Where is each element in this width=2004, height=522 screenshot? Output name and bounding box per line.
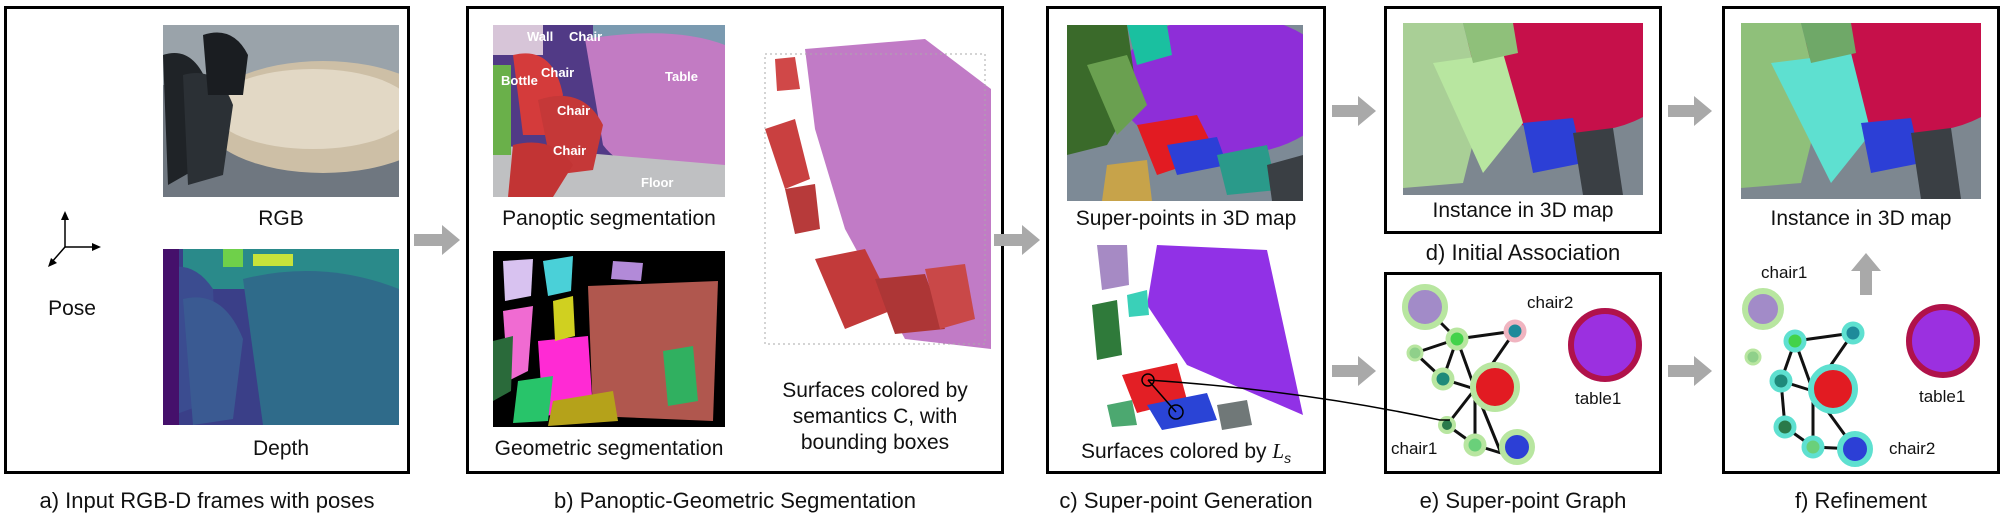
arrow-a-to-b-icon <box>414 225 460 255</box>
surfaces-ls-sub: s <box>1284 450 1292 467</box>
refined-node-small-a <box>1744 348 1762 366</box>
seg-label-chair-mid2: Chair <box>557 103 591 118</box>
graph-label-chair1: chair1 <box>1391 439 1438 458</box>
arrow-d-to-f-icon <box>1668 96 1712 126</box>
graph-node-chair-lilac <box>1402 284 1448 330</box>
graph-node-pink <box>1503 319 1527 343</box>
panel-input-rgbd: RGB Depth Pose <box>4 6 410 474</box>
instance-3d-map-label-f: Instance in 3D map <box>1770 207 1952 230</box>
seg-label-chair-low: Chair <box>553 143 587 158</box>
graph-node-small-3 <box>1431 367 1455 391</box>
arrow-up-icon <box>1851 253 1881 295</box>
superpoints-3d-map-label: Super-points in 3D map <box>1075 207 1297 230</box>
superpoints-3d-map-image <box>1067 25 1303 201</box>
graph-node-small-1 <box>1445 327 1469 351</box>
instance-3d-map-image-f <box>1741 23 1981 199</box>
panoptic-segmentation-image: Wall Chair Bottle Chair Table Chair Chai… <box>493 25 725 197</box>
caption-c: c) Super-point Generation <box>1059 488 1313 513</box>
graph-node-red <box>1470 362 1520 412</box>
graph-node-blue <box>1499 429 1535 465</box>
superpoint-graph <box>1402 284 1642 465</box>
refined-node-small-5 <box>1801 435 1825 459</box>
panel-superpoint-graph: chair2 chair1 table1 <box>1384 272 1662 474</box>
panel-superpoint-generation: Super-points in 3D map Surfaces colored … <box>1046 6 1326 474</box>
instance-3d-map-image-d <box>1403 23 1643 195</box>
refined-node-red <box>1808 364 1858 414</box>
refined-label-chair2: chair2 <box>1889 439 1936 458</box>
seg-label-floor: Floor <box>641 175 674 190</box>
surfaces-semantics-line1: Surfaces colored by <box>782 379 968 402</box>
refined-node-small-1 <box>1783 329 1807 353</box>
pose-axes-icon <box>48 211 101 267</box>
caption-b: b) Panoptic-Geometric Segmentation <box>554 488 916 513</box>
seg-label-bottle: Bottle <box>501 73 538 88</box>
pose-label: Pose <box>48 297 96 320</box>
panoptic-segmentation-label: Panoptic segmentation <box>502 207 716 230</box>
refined-node-teal <box>1841 321 1865 345</box>
refined-node-blue <box>1837 431 1873 467</box>
caption-e: e) Super-point Graph <box>1419 488 1627 513</box>
superpoint-connector <box>1141 373 1450 421</box>
arrow-c-to-d-icon <box>1332 96 1376 126</box>
refined-node-chair1 <box>1742 288 1784 330</box>
instance-3d-map-label-d: Instance in 3D map <box>1432 199 1614 222</box>
panel-initial-association: Instance in 3D map <box>1384 6 1662 234</box>
geometric-segmentation-image <box>493 251 725 427</box>
graph-node-small-2 <box>1406 344 1424 362</box>
refined-label-table1: table1 <box>1919 387 1966 406</box>
graph-label-table1: table1 <box>1575 389 1622 408</box>
graph-node-small-5 <box>1463 433 1487 457</box>
arrow-c-to-e-icon <box>1332 356 1376 386</box>
refined-node-table <box>1906 304 1980 378</box>
refined-label-chair1: chair1 <box>1761 263 1808 282</box>
seg-label-table: Table <box>665 69 698 84</box>
refined-node-small-3 <box>1769 369 1793 393</box>
surfaces-ls-prefix: Surfaces colored by <box>1080 440 1273 463</box>
arrow-e-to-f-icon <box>1668 356 1712 386</box>
surfaces-semantics-line3: bounding boxes <box>800 431 950 454</box>
surfaces-ls-symbol: L <box>1272 439 1285 463</box>
depth-image <box>163 249 399 425</box>
depth-label: Depth <box>252 437 310 460</box>
rgb-image <box>163 25 399 197</box>
graph-node-table <box>1568 308 1642 382</box>
semantic-surfaces-image <box>755 29 991 349</box>
refined-node-small-4 <box>1773 415 1797 439</box>
geometric-segmentation-label: Geometric segmentation <box>494 437 724 460</box>
arrow-b-to-c-icon <box>994 225 1040 255</box>
panel-refinement: Instance in 3D map chair1 table1 chai <box>1722 6 2000 474</box>
panel-panoptic-geometric: Wall Chair Bottle Chair Table Chair Chai… <box>466 6 1004 474</box>
seg-label-chair-top: Chair <box>569 29 603 44</box>
caption-a: a) Input RGB-D frames with poses <box>39 488 375 513</box>
surfaces-ls-image <box>1067 245 1303 433</box>
refined-graph <box>1742 288 1980 467</box>
surfaces-semantics-line2: semantics C, with <box>792 405 958 428</box>
caption-d: d) Initial Association <box>1425 240 1621 265</box>
graph-label-chair2: chair2 <box>1527 293 1574 312</box>
graph-node-small-4 <box>1438 416 1456 434</box>
seg-label-wall: Wall <box>527 29 554 44</box>
caption-f: f) Refinement <box>1794 488 1928 513</box>
rgb-label: RGB <box>258 207 304 230</box>
surfaces-ls-label: Surfaces colored by Ls <box>1049 439 1323 466</box>
seg-label-chair-mid: Chair <box>541 65 575 80</box>
